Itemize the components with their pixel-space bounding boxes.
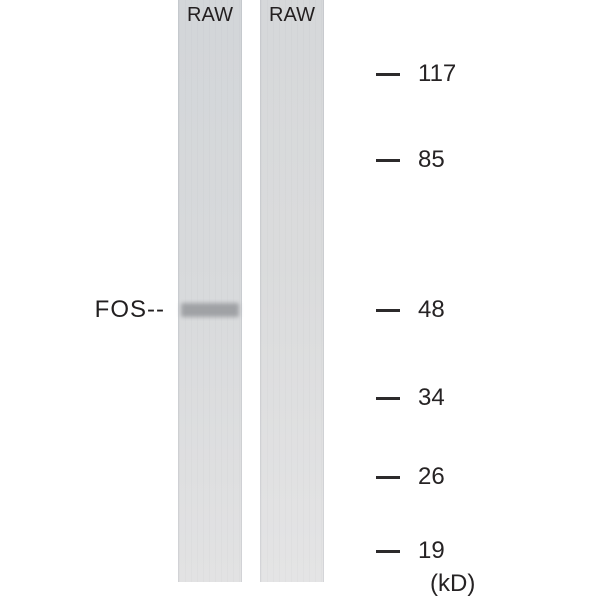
protein-label: FOS-- bbox=[0, 296, 165, 324]
marker-tick bbox=[376, 73, 400, 76]
unit-label: (kD) bbox=[430, 570, 475, 598]
marker-tick bbox=[376, 159, 400, 162]
protein-dashes: -- bbox=[147, 296, 165, 323]
lane-1-label: RAW bbox=[178, 4, 242, 27]
protein-name: FOS bbox=[95, 296, 147, 323]
marker-tick bbox=[376, 309, 400, 312]
marker-label: 19 bbox=[418, 537, 445, 565]
lane-2 bbox=[260, 0, 324, 582]
marker-label: 117 bbox=[418, 60, 456, 88]
lane-2-label: RAW bbox=[260, 4, 324, 27]
blot-band bbox=[181, 303, 239, 317]
blot-figure: RAW RAW FOS-- 117 85 48 34 26 19 (kD) bbox=[0, 0, 608, 608]
marker-tick bbox=[376, 550, 400, 553]
marker-label: 26 bbox=[418, 463, 445, 491]
marker-label: 85 bbox=[418, 146, 445, 174]
lane-1 bbox=[178, 0, 242, 582]
marker-tick bbox=[376, 397, 400, 400]
marker-tick bbox=[376, 476, 400, 479]
marker-label: 48 bbox=[418, 296, 445, 324]
marker-label: 34 bbox=[418, 384, 445, 412]
